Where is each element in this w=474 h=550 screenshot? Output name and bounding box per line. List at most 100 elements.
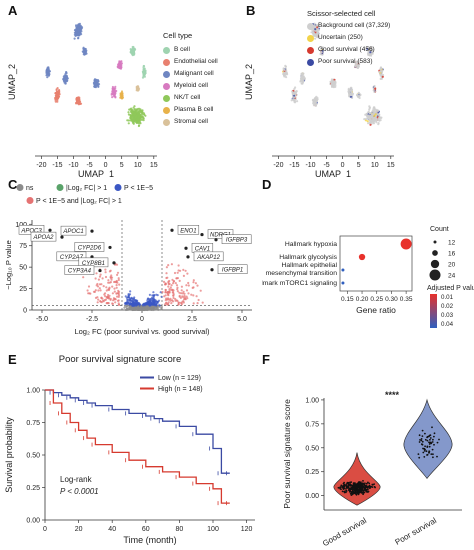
- umap-point: [365, 117, 368, 120]
- umap-point: [301, 72, 304, 75]
- umap-point: [367, 114, 370, 117]
- violin-point: [347, 482, 349, 485]
- volcano-point: [116, 299, 120, 302]
- volcano-point: [86, 289, 89, 292]
- panel-label-f: F: [262, 352, 270, 367]
- umap-point: [46, 76, 49, 79]
- umap-point: [378, 70, 381, 73]
- violin-point: [431, 448, 434, 451]
- volcano-point: [157, 299, 161, 302]
- volcano-point: [192, 281, 195, 284]
- volcano-point: [152, 291, 155, 294]
- size-legend-title: Count: [430, 226, 449, 233]
- umap-point: [316, 26, 319, 29]
- panel-label-a: A: [8, 3, 18, 18]
- legend-item: Malignant cell: [163, 68, 218, 80]
- x-tick-label: 80: [176, 526, 184, 533]
- x-tick-label: 40: [108, 526, 116, 533]
- umap-cell-type-chart: -20 -15 -10 -5 0 5 10 15 UMAP_1 UMAP_2: [7, 22, 158, 178]
- violin-point: [356, 489, 358, 492]
- umap-point: [296, 100, 299, 103]
- violin-point: [340, 484, 343, 487]
- volcano-point: [104, 292, 107, 295]
- category-label: Good survival: [321, 516, 368, 548]
- volcano-point: [174, 282, 177, 285]
- x-tick-label: -15: [52, 162, 62, 169]
- y-tick-label: 0.25: [26, 485, 40, 492]
- volcano-point: [190, 293, 193, 296]
- y-tick-label: 50: [19, 265, 27, 272]
- umap-point: [333, 80, 337, 83]
- volcano-point: [108, 281, 111, 284]
- umap-point: [373, 114, 376, 117]
- legend-title: Cell type: [163, 31, 193, 40]
- umap-point: [78, 32, 81, 35]
- violin-point: [421, 440, 424, 443]
- x-tick-label: 0.35: [400, 296, 413, 303]
- volcano-point: [93, 290, 96, 293]
- plot-frame: [339, 235, 413, 292]
- violin-poor-survival: [403, 398, 453, 480]
- volcano-point: [94, 289, 97, 292]
- violin-point: [339, 486, 341, 489]
- legend-label: High (n = 148): [158, 386, 203, 393]
- gene-point: [112, 261, 116, 265]
- violin-point: [426, 439, 429, 442]
- x-tick-label: 100: [207, 526, 219, 533]
- volcano-point: [172, 293, 175, 296]
- gene-point: [210, 268, 214, 272]
- volcano-point: [167, 264, 170, 267]
- violin-point: [432, 456, 434, 459]
- volcano-point: [147, 298, 150, 301]
- y-tick-label: 0.00: [26, 518, 40, 525]
- volcano-point: [182, 290, 185, 293]
- umap-point: [283, 74, 286, 77]
- color-bar: [430, 294, 437, 328]
- umap-point: [112, 88, 115, 91]
- volcano-point: [185, 284, 188, 287]
- umap-point: [93, 85, 96, 88]
- violin-point: [355, 491, 358, 494]
- volcano-point: [131, 301, 134, 304]
- volcano-point: [133, 299, 137, 302]
- umap-point: [302, 75, 305, 78]
- y-tick-label: 0.25: [305, 469, 319, 476]
- volcano-point: [167, 301, 170, 304]
- volcano-point: [169, 297, 172, 300]
- y-axis-label: UMAP_2: [7, 64, 17, 100]
- volcano-point: [183, 298, 186, 301]
- gene-label-box: [74, 242, 105, 252]
- volcano-point: [95, 272, 98, 275]
- gene-label: ENO1: [180, 228, 196, 234]
- volcano-point: [109, 297, 112, 300]
- violin-point: [431, 441, 434, 443]
- violin-point: [417, 453, 420, 455]
- volcano-point: [111, 285, 114, 288]
- violin-point: [369, 487, 371, 490]
- violin-point: [365, 482, 368, 485]
- x-tick-label: -5: [86, 162, 92, 169]
- violin-point: [362, 480, 364, 482]
- volcano-point: [160, 295, 163, 298]
- umap-point: [330, 82, 333, 85]
- violin-point: [358, 491, 361, 493]
- x-axis-label: UMAP_1: [315, 169, 351, 178]
- umap-point: [299, 77, 303, 81]
- umap-point: [302, 78, 305, 81]
- violin-point: [349, 487, 351, 490]
- violin-point: [418, 456, 421, 459]
- legend-label: P < 1E−5: [124, 185, 153, 192]
- violin-point: [367, 488, 369, 491]
- volcano-point: [113, 297, 117, 300]
- volcano-point: [136, 302, 139, 305]
- volcano-point: [126, 298, 130, 301]
- volcano-point: [98, 275, 102, 278]
- volcano-point: [156, 306, 159, 309]
- volcano-point: [151, 294, 154, 297]
- umap-point: [65, 80, 68, 83]
- volcano-point: [140, 306, 143, 309]
- x-tick-label: 0.20: [356, 296, 369, 303]
- umap-point: [285, 76, 288, 79]
- volcano-point: [114, 301, 117, 304]
- volcano-point: [111, 292, 114, 295]
